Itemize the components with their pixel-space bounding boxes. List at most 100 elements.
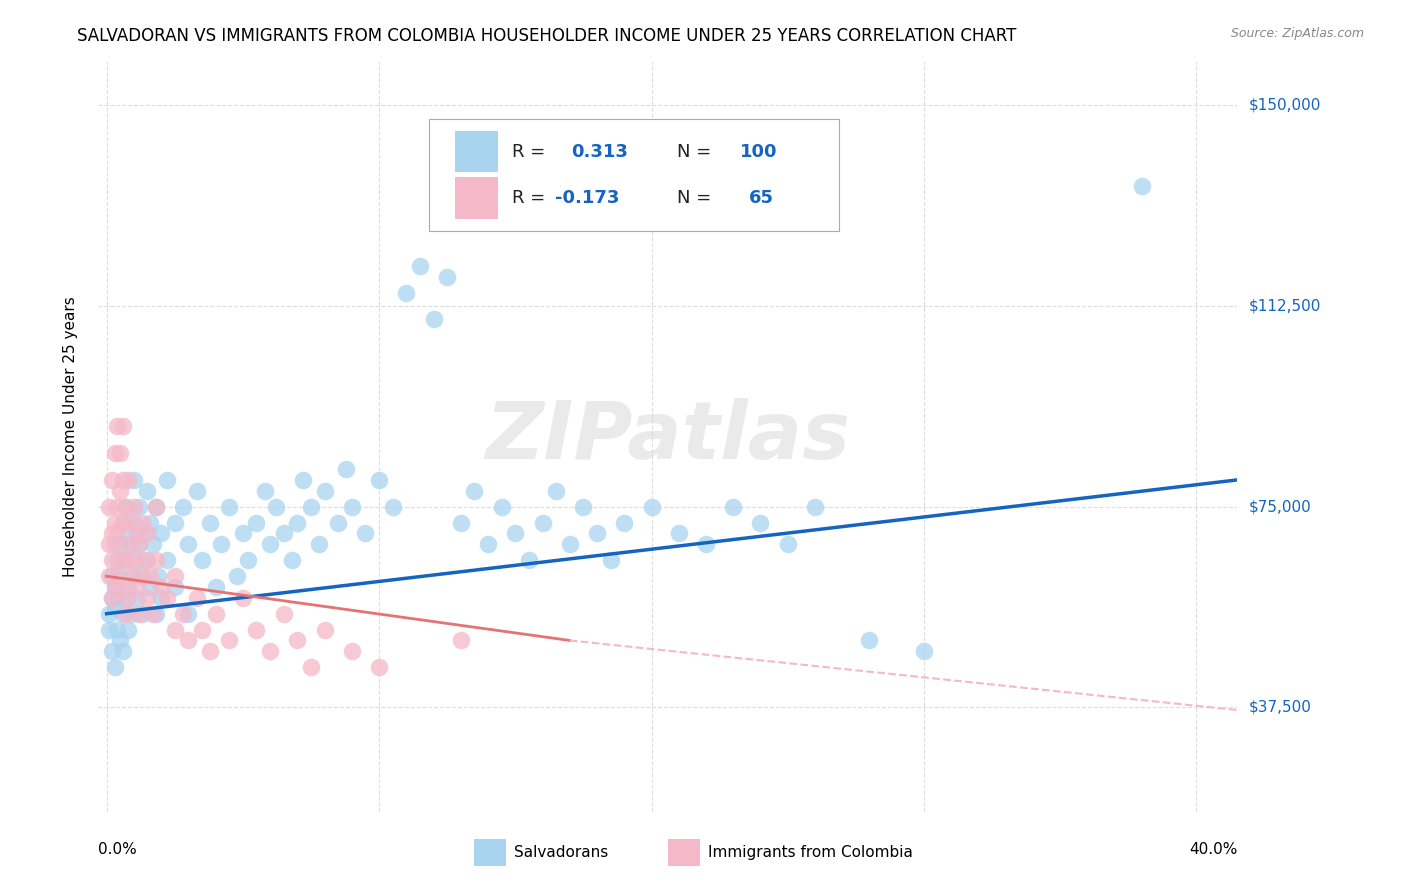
Point <box>299 500 322 514</box>
Point <box>155 473 177 487</box>
Point <box>134 526 156 541</box>
Point <box>340 644 363 658</box>
Point <box>122 553 145 567</box>
Point <box>111 473 134 487</box>
Point <box>104 580 127 594</box>
Text: R =: R = <box>512 189 551 207</box>
Point <box>98 500 121 514</box>
Text: $75,000: $75,000 <box>1249 500 1312 514</box>
Point <box>114 553 136 567</box>
Text: 0.0%: 0.0% <box>98 842 138 857</box>
Point <box>150 526 173 541</box>
Point <box>218 500 240 514</box>
Point <box>101 526 124 541</box>
Point <box>114 553 136 567</box>
Point <box>163 516 186 530</box>
Point <box>191 623 214 637</box>
Point <box>191 553 214 567</box>
Point <box>163 623 186 637</box>
Point <box>749 516 772 530</box>
Point <box>122 516 145 530</box>
Point <box>136 526 159 541</box>
Point <box>142 607 165 621</box>
Text: $150,000: $150,000 <box>1249 98 1320 112</box>
Point <box>477 537 499 551</box>
Point <box>120 569 142 583</box>
Point <box>558 537 581 551</box>
Point <box>107 526 129 541</box>
Point <box>531 516 554 530</box>
Point <box>104 660 127 674</box>
Point <box>155 553 177 567</box>
Point <box>328 516 350 530</box>
Point <box>450 633 472 648</box>
Point <box>354 526 377 541</box>
Point <box>259 644 281 658</box>
Y-axis label: Householder Income Under 25 years: Householder Income Under 25 years <box>63 297 77 577</box>
Point <box>209 537 232 551</box>
Bar <box>456 178 498 219</box>
Text: 100: 100 <box>740 143 778 161</box>
Point <box>232 591 254 605</box>
Point <box>107 569 129 583</box>
Text: $112,500: $112,500 <box>1249 299 1320 313</box>
Point <box>122 500 145 514</box>
Point <box>128 537 150 551</box>
Point <box>253 483 276 498</box>
Point <box>599 553 621 567</box>
Point <box>368 473 391 487</box>
Point <box>98 607 121 621</box>
Point <box>98 623 121 637</box>
Text: 0.313: 0.313 <box>571 143 628 161</box>
Point <box>172 500 194 514</box>
Point <box>517 553 540 567</box>
Point <box>101 591 124 605</box>
Point <box>198 644 221 658</box>
Point <box>145 553 167 567</box>
Point <box>120 607 142 621</box>
Point <box>218 633 240 648</box>
Text: N =: N = <box>676 143 717 161</box>
Point <box>114 607 136 621</box>
Text: ZIPatlas: ZIPatlas <box>485 398 851 476</box>
Point <box>150 591 173 605</box>
Point <box>395 285 418 300</box>
Point <box>145 500 167 514</box>
Point <box>273 607 295 621</box>
Point <box>104 446 127 460</box>
Point <box>107 553 129 567</box>
Point <box>98 537 121 551</box>
Point <box>111 580 134 594</box>
Point <box>125 553 148 567</box>
Text: R =: R = <box>512 143 551 161</box>
Point <box>238 553 260 567</box>
Point <box>155 591 177 605</box>
Point <box>273 526 295 541</box>
Point <box>101 644 124 658</box>
Point <box>232 526 254 541</box>
Point <box>314 483 336 498</box>
Point <box>104 580 127 594</box>
Point <box>117 580 139 594</box>
Text: N =: N = <box>676 189 717 207</box>
Point <box>368 660 391 674</box>
Point <box>122 473 145 487</box>
Point <box>101 569 124 583</box>
Point <box>114 500 136 514</box>
Point <box>450 516 472 530</box>
FancyBboxPatch shape <box>429 119 839 231</box>
Point <box>117 526 139 541</box>
Point <box>128 500 150 514</box>
Point <box>142 537 165 551</box>
Text: Salvadorans: Salvadorans <box>515 846 609 861</box>
Point <box>107 500 129 514</box>
Point <box>299 660 322 674</box>
Point <box>114 500 136 514</box>
Point <box>163 580 186 594</box>
Point <box>503 526 526 541</box>
Point <box>422 312 444 326</box>
Point <box>111 607 134 621</box>
Point <box>110 569 132 583</box>
Bar <box>474 839 506 866</box>
Point <box>111 516 134 530</box>
